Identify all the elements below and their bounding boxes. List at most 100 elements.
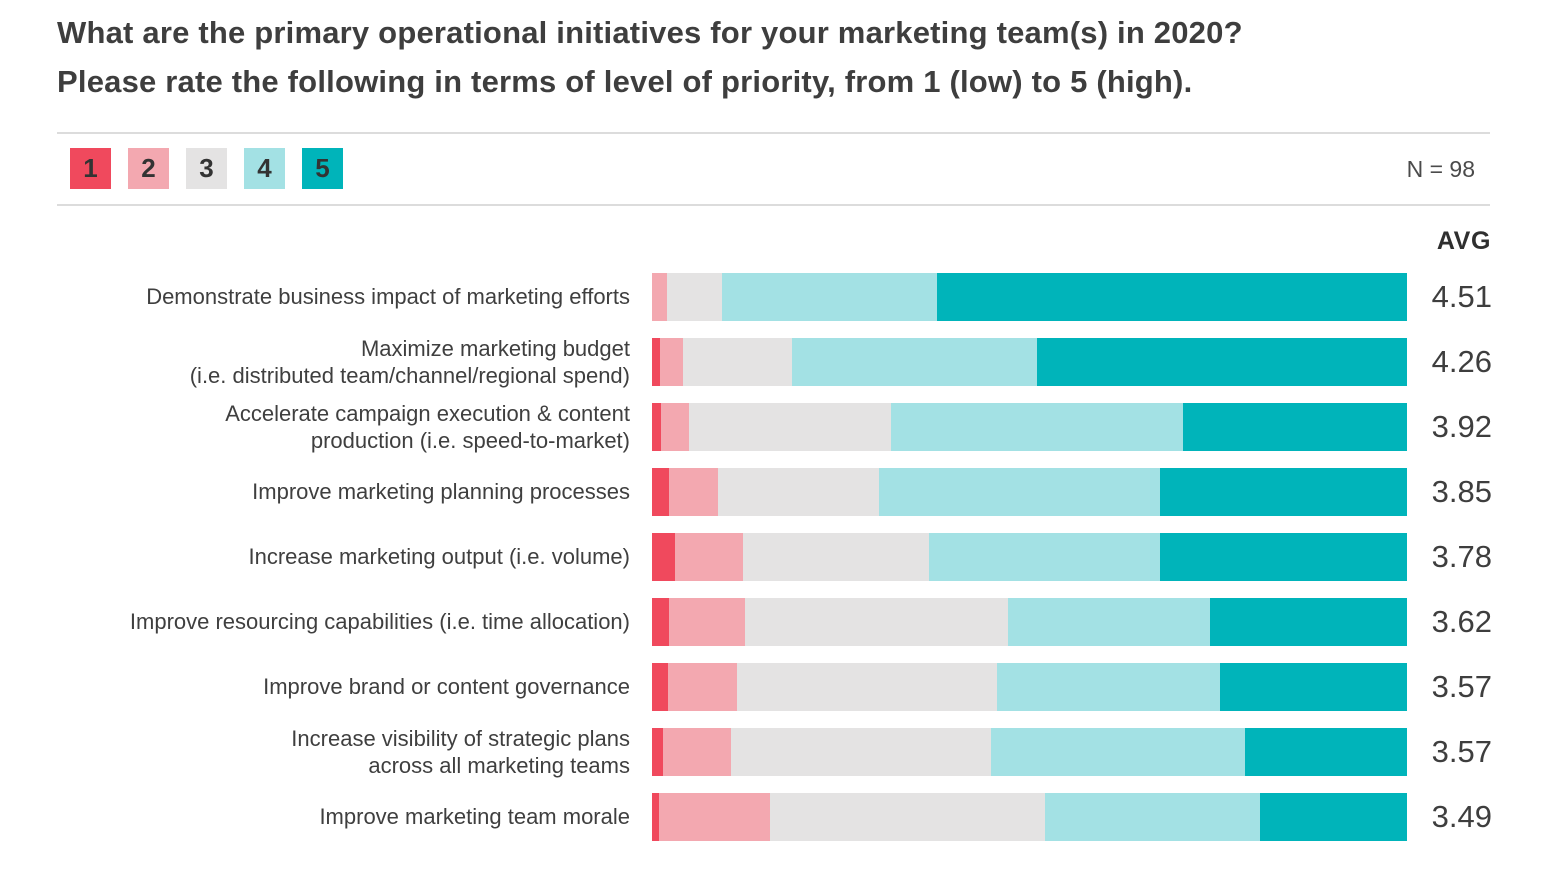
bar-segment-rating-5 (1219, 662, 1407, 711)
bar-segment-rating-4 (791, 337, 1038, 386)
row-bar (652, 272, 1407, 321)
page-title: What are the primary operational initiat… (57, 8, 1243, 106)
row-label: Improve resourcing capabilities (i.e. ti… (57, 608, 652, 635)
page-title-line1: What are the primary operational initiat… (57, 15, 1243, 50)
row-label-line: Increase marketing output (i.e. volume) (248, 544, 630, 569)
bar-segment-rating-4 (990, 727, 1245, 776)
row-label: Improve brand or content governance (57, 673, 652, 700)
row-label-line: production (i.e. speed-to-market) (310, 427, 630, 453)
row-label: Maximize marketing budget (i.e. distribut… (57, 335, 652, 389)
bar-segment-rating-1 (652, 337, 661, 386)
bar-segment-rating-3 (744, 597, 1008, 646)
chart-row: Increase marketing output (i.e. volume) 3… (57, 524, 1544, 589)
row-bar (652, 467, 1407, 516)
row-label-line: Improve resourcing capabilities (i.e. ti… (129, 609, 630, 634)
bar-segment-rating-5 (1037, 337, 1407, 386)
row-label-line: Improve brand or content governance (263, 674, 630, 699)
row-label: Increase visibility of strategic plans ac… (57, 725, 652, 779)
bar-segment-rating-4 (891, 402, 1184, 451)
bar-segment-rating-1 (652, 467, 670, 516)
bar-segment-rating-3 (736, 662, 998, 711)
row-label: Demonstrate business impact of marketing… (57, 283, 652, 310)
bar-segment-rating-2 (658, 792, 770, 841)
bar-segment-rating-1 (652, 792, 659, 841)
row-label-line: Maximize marketing budget (360, 335, 630, 361)
bar-segment-rating-4 (929, 532, 1161, 581)
bar-segment-rating-2 (663, 727, 732, 776)
row-avg-value: 3.57 (1431, 733, 1492, 769)
row-bar (652, 597, 1407, 646)
bar-segment-rating-4 (1044, 792, 1260, 841)
row-label-line: Demonstrate business impact of marketing… (146, 284, 630, 309)
avg-column-header: AVG (1436, 227, 1491, 255)
bar-segment-rating-3 (769, 792, 1045, 841)
row-avg-value: 4.51 (1431, 278, 1492, 314)
bar-segment-rating-4 (722, 272, 938, 321)
bar-segment-rating-4 (997, 662, 1220, 711)
row-bar (652, 662, 1407, 711)
legend-chip-4: 4 (244, 148, 285, 189)
bar-segment-rating-4 (1007, 597, 1210, 646)
row-label-line: Accelerate campaign execution & content (225, 400, 630, 426)
row-bar (652, 402, 1407, 451)
row-label-line: across all marketing teams (368, 752, 630, 778)
bar-segment-rating-1 (652, 532, 675, 581)
bar-segment-rating-1 (652, 402, 662, 451)
legend-chip-5: 5 (302, 148, 343, 189)
bar-segment-rating-2 (669, 467, 718, 516)
row-label: Accelerate campaign execution & content p… (57, 400, 652, 454)
row-bar (652, 532, 1407, 581)
chart-rows: Demonstrate business impact of marketing… (57, 264, 1544, 849)
row-avg-value: 3.85 (1431, 473, 1492, 509)
chart-row: Improve resourcing capabilities (i.e. ti… (57, 589, 1544, 654)
chart-row: Maximize marketing budget (i.e. distribut… (57, 329, 1544, 394)
divider-bottom (57, 204, 1490, 206)
chart-row: Improve marketing team morale 3.49 (57, 784, 1544, 849)
bar-segment-rating-1 (652, 597, 670, 646)
row-label-line: Improve marketing planning processes (252, 479, 630, 504)
bar-segment-rating-3 (731, 727, 991, 776)
row-label-line: Increase visibility of strategic plans (291, 725, 630, 751)
chart-row: Increase visibility of strategic plans ac… (57, 719, 1544, 784)
row-label: Increase marketing output (i.e. volume) (57, 543, 652, 570)
row-bar (652, 792, 1407, 841)
chart-row: Improve brand or content governance 3.57 (57, 654, 1544, 719)
row-avg-value: 3.62 (1431, 603, 1492, 639)
bar-segment-rating-2 (674, 532, 743, 581)
row-avg-value: 3.49 (1431, 798, 1492, 834)
bar-segment-rating-3 (667, 272, 723, 321)
chart-row: Accelerate campaign execution & content p… (57, 394, 1544, 459)
bar-segment-rating-2 (667, 662, 737, 711)
bar-segment-rating-3 (688, 402, 892, 451)
bar-segment-rating-5 (937, 272, 1407, 321)
bar-segment-rating-4 (879, 467, 1161, 516)
row-label-line: (i.e. distributed team/channel/regional … (189, 362, 630, 388)
bar-segment-rating-5 (1160, 467, 1407, 516)
page-title-line2: Please rate the following in terms of le… (57, 64, 1193, 99)
row-avg-value: 3.78 (1431, 538, 1492, 574)
row-avg-value: 3.57 (1431, 668, 1492, 704)
row-label: Improve marketing planning processes (57, 478, 652, 505)
sample-size: N = 98 (1406, 156, 1475, 182)
divider-top (57, 132, 1490, 134)
bar-segment-rating-5 (1183, 402, 1407, 451)
bar-segment-rating-1 (652, 727, 664, 776)
bar-segment-rating-2 (661, 402, 689, 451)
bar-segment-rating-2 (669, 597, 745, 646)
legend-chip-3: 3 (186, 148, 227, 189)
bar-segment-rating-2 (652, 272, 668, 321)
bar-segment-rating-3 (682, 337, 792, 386)
legend-chip-1: 1 (70, 148, 111, 189)
bar-segment-rating-5 (1259, 792, 1407, 841)
bar-segment-rating-3 (717, 467, 880, 516)
bar-segment-rating-5 (1160, 532, 1407, 581)
row-avg-value: 4.26 (1431, 343, 1492, 379)
bar-segment-rating-2 (660, 337, 683, 386)
chart-row: Improve marketing planning processes 3.85 (57, 459, 1544, 524)
legend-chip-2: 2 (128, 148, 169, 189)
bar-segment-rating-3 (742, 532, 930, 581)
row-bar (652, 337, 1407, 386)
row-label: Improve marketing team morale (57, 803, 652, 830)
row-bar (652, 727, 1407, 776)
row-avg-value: 3.92 (1431, 408, 1492, 444)
